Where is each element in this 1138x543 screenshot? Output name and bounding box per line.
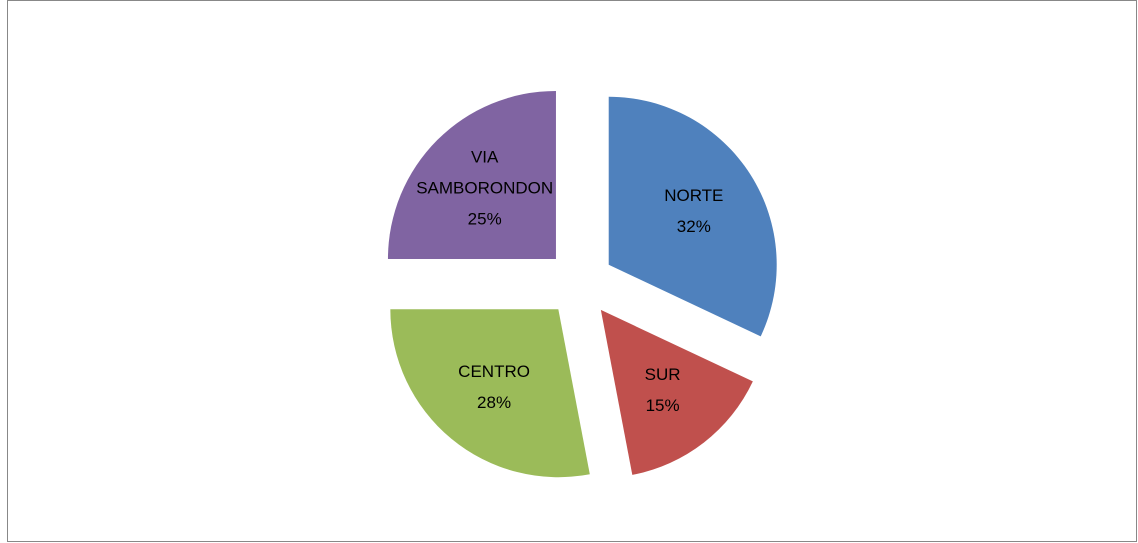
slice-percent: 15%: [645, 395, 680, 415]
pie-slice: [390, 309, 590, 478]
pie-slice: [600, 309, 753, 475]
slice-label: CENTRO 28%: [424, 356, 564, 418]
slice-label: VIA SAMBORONDON 25%: [415, 141, 555, 234]
slice-percent: 28%: [477, 392, 512, 412]
slice-name: SUR: [644, 364, 681, 384]
slice-name: NORTE: [664, 185, 724, 205]
pie-slice: [387, 90, 556, 259]
slice-name: VIA SAMBORONDON: [416, 147, 554, 198]
slice-label: SUR 15%: [593, 359, 733, 421]
slice-name: CENTRO: [458, 361, 530, 381]
pie-slice: [608, 96, 777, 337]
slice-label: NORTE 32%: [624, 180, 764, 242]
slice-percent: 32%: [676, 216, 711, 236]
slice-percent: 25%: [467, 209, 502, 229]
